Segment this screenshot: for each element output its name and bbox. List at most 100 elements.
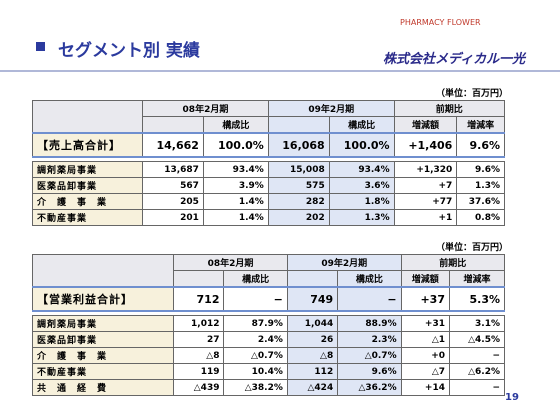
cell: 2.4% [223, 331, 288, 348]
cell: 13,687 [142, 161, 204, 178]
subheader: 増減率 [456, 116, 505, 134]
cell: +37 [400, 286, 451, 312]
unit-label: （単位：百万円） [435, 243, 508, 253]
subheader: 増減額 [393, 116, 458, 134]
cell: 16,068 [267, 132, 330, 158]
cell: +1 [393, 209, 458, 226]
page-number: 19 [505, 392, 519, 403]
cell: 9.6% [456, 132, 505, 158]
data-row: 不動産事業 119 10.4% 112 9.6% △7 △6.2% [31, 363, 505, 380]
cell: 1.3% [456, 177, 505, 194]
cell: △0.7% [337, 347, 402, 364]
cell: 749 [286, 286, 339, 312]
cell: △1 [400, 331, 451, 348]
cell: △4.5% [449, 331, 505, 348]
cell: +31 [400, 315, 451, 332]
cell: +77 [393, 193, 458, 210]
cell: 14,662 [142, 132, 204, 158]
cell: △36.2% [337, 379, 402, 396]
cell: 26 [286, 331, 339, 348]
divider [0, 70, 560, 72]
cell: 282 [267, 193, 330, 210]
row-label: 介 護 事 業 [31, 347, 175, 364]
cell: 712 [173, 286, 225, 312]
row-label: 調剤薬局事業 [31, 161, 144, 178]
cell: △0.7% [223, 347, 288, 364]
data-row: 介 護 事 業 205 1.4% 282 1.8% +77 37.6% [31, 193, 505, 210]
cell: 202 [267, 209, 330, 226]
cell: +0 [400, 347, 451, 364]
cell: 3.9% [202, 177, 269, 194]
row-label: 介 護 事 業 [31, 193, 144, 210]
row-label: 調剤薬局事業 [31, 315, 175, 332]
cell: 1.8% [328, 193, 395, 210]
header-blank [31, 100, 144, 134]
cell: 100.0% [328, 132, 395, 158]
subheader: 増減率 [449, 270, 505, 288]
cell: 3.1% [449, 315, 505, 332]
data-row: 介 護 事 業 △8 △0.7% △8 △0.7% +0− [31, 347, 505, 364]
cell: △6.2% [449, 363, 505, 380]
cell: 37.6% [456, 193, 505, 210]
cell: 1.4% [202, 209, 269, 226]
cell: − [223, 286, 288, 312]
row-label: 共 通 経 費 [31, 379, 175, 396]
cell: △8 [286, 347, 339, 364]
cell: 88.9% [337, 315, 402, 332]
cell: 1,012 [173, 315, 225, 332]
cell: 15,008 [267, 161, 330, 178]
data-row: 調剤薬局事業 13,687 93.4% 15,008 93.4% +1,320 9.6% [31, 161, 505, 178]
cell: 567 [142, 177, 204, 194]
cell: 1,044 [286, 315, 339, 332]
cell: 5.3% [449, 286, 505, 312]
subheader: 構成比 [328, 116, 395, 134]
cell: 93.4% [202, 161, 269, 178]
cell: 10.4% [223, 363, 288, 380]
data-row: 調剤薬局事業 1,012 87.9% 1,044 88.9% +31 3.1% [31, 315, 505, 332]
cell: +1,320 [393, 161, 458, 178]
group-header: 09年2月期 [286, 254, 402, 271]
cell: △8 [173, 347, 225, 364]
cell: +7 [393, 177, 458, 194]
row-label: 不動産事業 [31, 363, 175, 380]
cell: △38.2% [223, 379, 288, 396]
data-row: 不動産事業 201 1.4% 202 1.3% +1 0.8% [31, 209, 505, 226]
cell: − [449, 379, 505, 396]
blank-cell [286, 270, 339, 288]
data-table: 08年2月期 09年2月期 前期比 構成比 構成比 増減額 増減率 【営業利益合計】 712−7… [31, 254, 506, 396]
group-header: 前期比 [393, 100, 506, 117]
cell: 205 [142, 193, 204, 210]
cell: 112 [286, 363, 339, 380]
row-label: 【売上高合計】 [31, 132, 144, 158]
cell: − [449, 347, 505, 364]
cell: △424 [286, 379, 339, 396]
data-row: 医薬品卸事業 567 3.9% 575 3.6% +7 1.3% [31, 177, 505, 194]
row-label: 【営業利益合計】 [31, 286, 175, 312]
subheader: 構成比 [223, 270, 288, 288]
subheader-row: 構成比 構成比 増減額 増減率 [33, 270, 505, 288]
cell: △7 [400, 363, 451, 380]
data-row: 共 通 経 費 △439 △38.2% △424 △36.2% +14− [31, 379, 505, 396]
cell: 1.4% [202, 193, 269, 210]
group-header: 08年2月期 [173, 254, 288, 271]
cell: 87.9% [223, 315, 288, 332]
data-table: 08年2月期 09年2月期 前期比 構成比 構成比 増減額 増減率 【売上高合計】 14,662… [31, 100, 506, 226]
subheader: 構成比 [337, 270, 402, 288]
cell: 2.3% [337, 331, 402, 348]
company: 株式会社メディカル一光 [383, 52, 526, 67]
title-icon [36, 42, 45, 51]
group-header: 08年2月期 [142, 100, 269, 117]
header-row: 08年2月期 09年2月期 前期比 [31, 254, 506, 288]
cell: 119 [173, 363, 225, 380]
cell: 100.0% [202, 132, 269, 158]
data-row: 【売上高合計】 14,662 100.0% 16,068 100.0% +1,406 9.6… [31, 132, 505, 158]
cell: 1.3% [328, 209, 395, 226]
cell: 9.6% [456, 161, 505, 178]
cell: 575 [267, 177, 330, 194]
subheader-row: 構成比 構成比 増減額 増減率 [33, 116, 505, 134]
cell: − [337, 286, 402, 312]
cell: 27 [173, 331, 225, 348]
logo: PHARMACY FLOWER [400, 18, 481, 27]
blank-cell [173, 270, 225, 288]
cell: 3.6% [328, 177, 395, 194]
